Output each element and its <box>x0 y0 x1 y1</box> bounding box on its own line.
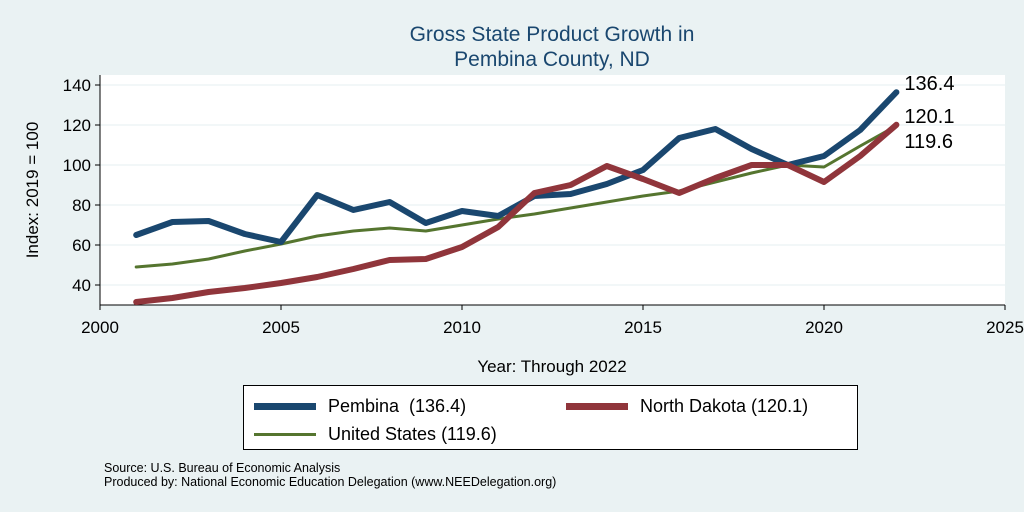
x-tick-label: 2005 <box>262 318 300 337</box>
legend-item-north-dakota: North Dakota (120.1) <box>566 396 808 417</box>
axis-ticks: 40 60 80 100 120 140 2000 2005 2010 2015 2020 2025 <box>63 76 1024 337</box>
end-label-north-dakota: 120.1 <box>904 106 954 128</box>
legend: Pembina (136.4) North Dakota (120.1) Uni… <box>243 385 858 450</box>
y-tick-label: 40 <box>72 276 91 295</box>
x-tick-label: 2015 <box>624 318 662 337</box>
legend-label-pembina: Pembina (136.4) <box>328 396 467 416</box>
legend-label-north-dakota: North Dakota (120.1) <box>640 396 809 416</box>
series-lines <box>133 89 900 305</box>
end-label-pembina: 136.4 <box>904 73 954 95</box>
x-axis-label: Year: Through 2022 <box>477 357 626 376</box>
y-tick-label: 140 <box>63 76 91 95</box>
y-tick-label: 80 <box>72 196 91 215</box>
series-line-north-dakota <box>133 121 900 305</box>
chart-title-line-1: Gross State Product Growth in <box>410 23 695 46</box>
footer-producer: Produced by: National Economic Education… <box>104 475 557 489</box>
end-label-united-states: 119.6 <box>904 131 953 153</box>
y-tick-label: 120 <box>63 116 91 135</box>
legend-label-united-states: United States (119.6) <box>328 424 497 444</box>
legend-swatch-north-dakota <box>566 403 628 410</box>
legend-swatch-pembina <box>254 403 316 410</box>
y-tick-label: 100 <box>63 156 91 175</box>
legend-item-united-states: United States (119.6) <box>254 424 497 445</box>
chart-title-line-2: Pembina County, ND <box>454 48 650 71</box>
x-tick-label: 2025 <box>986 318 1024 337</box>
y-axis-label: Index: 2019 = 100 <box>23 122 42 259</box>
x-tick-label: 2000 <box>81 318 119 337</box>
x-tick-label: 2020 <box>805 318 843 337</box>
x-tick-label: 2010 <box>443 318 481 337</box>
end-labels: 136.4 120.1 119.6 <box>904 73 954 153</box>
legend-swatch-united-states <box>254 433 316 436</box>
series-line-united-states <box>134 124 898 269</box>
legend-item-pembina: Pembina (136.4) <box>254 396 466 417</box>
y-tick-label: 60 <box>72 236 91 255</box>
footer-source: Source: U.S. Bureau of Economic Analysis <box>104 461 341 475</box>
